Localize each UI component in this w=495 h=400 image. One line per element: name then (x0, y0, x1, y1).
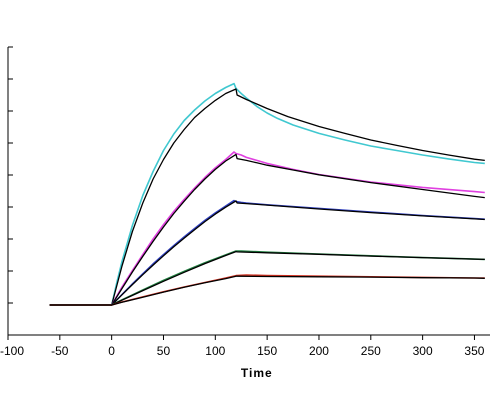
x-tick-label: 50 (157, 344, 171, 358)
x-tick-label: -100 (0, 344, 24, 358)
fit-line-3 (49, 153, 485, 306)
y-ticks (8, 46, 13, 336)
x-tick-label: 200 (309, 344, 329, 358)
measured-line-0 (49, 82, 485, 306)
x-tick-label: 0 (108, 344, 115, 358)
measured-line-2 (49, 151, 485, 306)
x-tick-label: 300 (413, 344, 433, 358)
fit-line-7 (49, 250, 485, 306)
series-layer (49, 82, 485, 306)
x-tick-label: 100 (205, 344, 225, 358)
x-ticks: -100 -50 0 50 100 150 200 250 300 350 (0, 335, 485, 358)
fit-line-5 (49, 200, 485, 306)
x-tick-label: 150 (257, 344, 277, 358)
x-tick-label: 250 (361, 344, 381, 358)
axes (7, 47, 490, 336)
fit-line-1 (49, 88, 485, 306)
fit-line-9 (49, 275, 485, 306)
x-tick-label: 350 (464, 344, 484, 358)
x-tick-label: -50 (51, 344, 69, 358)
x-axis-title: Time (241, 366, 273, 380)
